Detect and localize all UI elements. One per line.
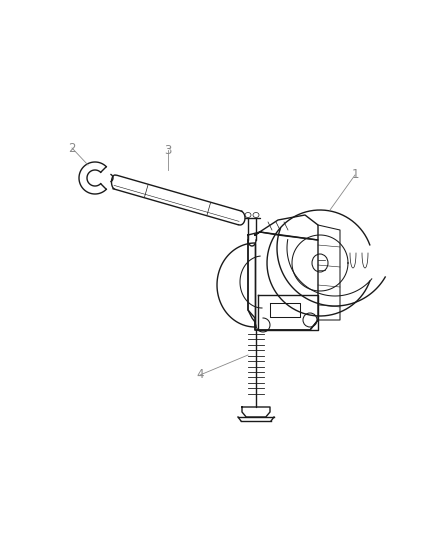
Text: 3: 3	[164, 143, 172, 157]
Text: 2: 2	[68, 141, 76, 155]
Text: 1: 1	[351, 168, 359, 182]
Text: 4: 4	[196, 368, 204, 382]
